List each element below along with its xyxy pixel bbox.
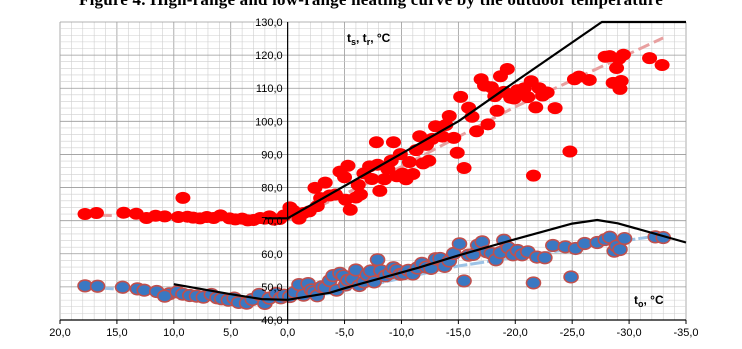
supply-temperature-point — [350, 178, 366, 191]
supply-temperature-point — [441, 110, 457, 123]
supply-temperature-point — [337, 171, 353, 184]
x-tick-label: 5,0 — [223, 327, 238, 339]
supply-temperature-point — [376, 173, 392, 186]
supply-temperature-point — [654, 59, 670, 72]
y-tick-label: 120,0 — [255, 50, 283, 62]
supply-temperature-point — [340, 159, 356, 172]
supply-temperature-point — [520, 91, 536, 104]
y-tick-label: 50,0 — [261, 282, 282, 294]
supply-temperature-point — [364, 172, 380, 185]
supply-temperature-point — [525, 169, 541, 182]
supply-temperature-point — [489, 104, 505, 117]
supply-temperature-point — [547, 102, 563, 115]
return-temperature-point — [369, 253, 386, 267]
supply-temperature-point — [499, 63, 515, 76]
y-tick-label: 130,0 — [255, 17, 283, 29]
x-tick-label: 20,0 — [49, 327, 70, 339]
return-temperature-point — [537, 251, 553, 265]
supply-temperature-point — [539, 86, 555, 99]
supply-temperature-point — [528, 101, 544, 114]
supply-temperature-point — [642, 52, 658, 65]
x-tick-label: -30,0 — [617, 327, 642, 339]
x-tick-label: 0,0 — [280, 327, 295, 339]
supply-temperature-point — [401, 156, 417, 169]
supply-temperature-point — [175, 191, 191, 204]
supply-temperature-point — [88, 207, 104, 220]
supply-temperature-point — [609, 62, 625, 75]
supply-temperature-point — [449, 146, 465, 159]
figure-caption-text: Figure 4. High-range and low-range heati… — [0, 0, 742, 8]
return-curve-line — [173, 218, 687, 301]
return-temperature-point — [563, 270, 579, 284]
y-tick-label: 90,0 — [261, 149, 282, 161]
supply-temperature-point — [469, 125, 485, 138]
x-axis-label: to, °C — [634, 293, 664, 309]
supply-temperature-point — [613, 74, 629, 87]
y-tick-label: 80,0 — [261, 183, 282, 195]
supply-temperature-point — [77, 208, 93, 221]
supply-temperature-point — [317, 176, 333, 189]
x-tick-label: -20,0 — [503, 327, 528, 339]
y-tick-label: 70,0 — [261, 216, 282, 228]
return-temperature-point — [456, 274, 472, 288]
return-temperature-point — [451, 237, 468, 251]
supply-temperature-point — [116, 206, 132, 219]
y-axis-label: ts, tr, °C — [347, 31, 391, 47]
y-tick-label: 110,0 — [256, 83, 283, 95]
figure-caption-fragment: Figure 4. High-range and low-range heati… — [0, 0, 742, 14]
supply-temperature-point — [581, 73, 597, 86]
supply-temperature-point — [453, 90, 469, 103]
supply-temperature-point — [421, 154, 437, 167]
supply-temperature-point — [562, 145, 578, 158]
supply-temperature-point — [342, 203, 358, 216]
supply-temperature-point — [352, 188, 368, 201]
x-tick-label: -5,0 — [335, 327, 354, 339]
return-temperature-point — [89, 279, 106, 293]
x-tick-label: 10,0 — [163, 327, 184, 339]
supply-temperature-point — [480, 118, 496, 131]
return-temperature-point — [525, 276, 542, 290]
supply-temperature-point — [372, 184, 388, 197]
heating-curves — [173, 20, 687, 301]
return-temperature-point — [114, 280, 131, 294]
supply-temperature-point — [615, 48, 631, 61]
x-tick-label: -25,0 — [560, 327, 585, 339]
supply-temperature-point — [157, 210, 173, 223]
supply-temperature-point — [446, 131, 462, 144]
y-tick-label: 60,0 — [261, 249, 282, 261]
tick-labels: 20,0 15,0 10,0 5,0 0,0 -5,0 -10,0 -15,0 -20,0 -25… — [49, 17, 698, 339]
supply-temperature-point — [412, 130, 428, 143]
supply-temperature-point — [368, 136, 384, 149]
x-tick-label: -15,0 — [446, 327, 471, 339]
x-tick-label: 15,0 — [106, 327, 127, 339]
y-tick-label: 40,0 — [261, 315, 282, 327]
supply-curve-line — [264, 20, 686, 220]
return-temperature-point — [612, 242, 628, 257]
supply-temperature-point — [405, 167, 421, 180]
axes — [59, 22, 687, 324]
x-tick-label: -35,0 — [673, 327, 698, 339]
supply-temperature-point — [385, 136, 401, 149]
supply-temperature-point — [456, 162, 472, 175]
grid — [59, 21, 687, 321]
x-tick-label: -10,0 — [389, 327, 414, 339]
return-temperature-point — [616, 231, 633, 246]
y-tick-label: 100,0 — [255, 116, 283, 128]
